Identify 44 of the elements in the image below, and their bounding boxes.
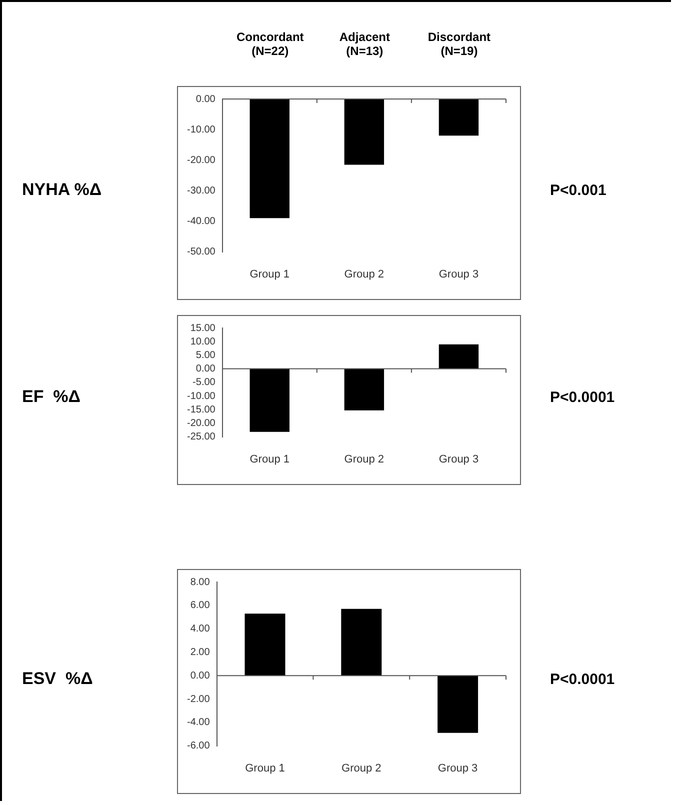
y-tick-label: -10.00 — [186, 124, 216, 136]
y-tick-label: 10.00 — [190, 336, 216, 348]
x-tick-label: Group 2 — [344, 453, 384, 466]
x-tick-label: Group 1 — [250, 453, 290, 466]
y-tick-label: -5.00 — [192, 377, 216, 388]
y-tick-label: -30.00 — [186, 185, 216, 196]
x-tick-label: Group 3 — [438, 762, 478, 774]
y-tick-label: 0.00 — [196, 94, 216, 105]
y-tick-label: 5.00 — [196, 350, 216, 361]
y-tick-label: 0.00 — [190, 670, 210, 682]
text: Adjacent (N=13) — [339, 30, 390, 58]
text: P<0.001 — [550, 182, 606, 199]
y-tick-label: 2.00 — [190, 646, 210, 658]
y-tick-label: 15.00 — [190, 322, 216, 334]
x-tick-label: Group 3 — [438, 453, 479, 466]
bar — [244, 614, 286, 676]
text: P<0.0001 — [550, 389, 615, 406]
y-tick-label: 0.00 — [196, 364, 216, 375]
y-tick-label: 4.00 — [190, 624, 210, 635]
y-tick-label: -6.00 — [186, 740, 210, 752]
y-tick-label: -25.00 — [186, 432, 216, 443]
x-tick-label: Group 1 — [245, 762, 285, 774]
x-tick-label: Group 1 — [250, 268, 290, 280]
text: P<0.0001 — [550, 670, 615, 688]
y-tick-label: -20.00 — [186, 154, 216, 166]
y-tick-label: 6.00 — [190, 600, 210, 612]
bar — [438, 676, 478, 733]
x-tick-label: Group 2 — [344, 268, 384, 280]
x-tick-label: Group 2 — [342, 762, 382, 774]
y-tick-label: 8.00 — [190, 576, 210, 588]
text: Concordant (N=22) — [236, 30, 304, 58]
y-tick-label: -50.00 — [186, 246, 216, 258]
y-tick-label: -10.00 — [186, 390, 216, 402]
y-tick-label: -2.00 — [186, 694, 210, 705]
y-axis-title: NYHA %Δ — [22, 180, 103, 200]
y-tick-label: -40.00 — [186, 216, 216, 227]
y-tick-label: -4.00 — [186, 717, 210, 728]
y-axis-title: EF %Δ — [22, 387, 82, 407]
x-tick-label: Group 3 — [438, 268, 479, 280]
y-tick-label: -15.00 — [186, 404, 216, 416]
y-tick-label: -20.00 — [186, 418, 216, 429]
y-axis-title: ESV %Δ — [22, 668, 94, 688]
bar — [341, 608, 382, 676]
text: Discordant (N=19) — [428, 30, 491, 58]
